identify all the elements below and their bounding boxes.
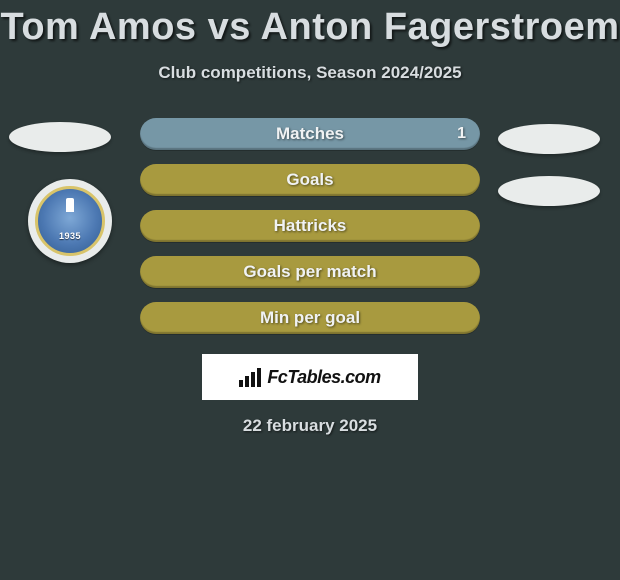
page-title: Tom Amos vs Anton Fagerstroem xyxy=(0,0,620,49)
stat-row-mpg: Min per goal xyxy=(0,302,620,334)
stat-label: Matches xyxy=(276,124,344,144)
stat-bar: Min per goal xyxy=(140,302,480,334)
bar-chart-icon xyxy=(239,367,261,387)
stat-row-hattricks: Hattricks xyxy=(0,210,620,242)
stat-row-goals: Goals xyxy=(0,164,620,196)
stats-container: Matches 1 Goals Hattricks Goals per matc… xyxy=(0,118,620,436)
stat-row-matches: Matches 1 xyxy=(0,118,620,150)
stat-label: Goals per match xyxy=(243,262,376,282)
stat-bar: Goals per match xyxy=(140,256,480,288)
fctables-logo-box[interactable]: FcTables.com xyxy=(202,354,418,400)
page-subtitle: Club competitions, Season 2024/2025 xyxy=(0,63,620,83)
stat-row-gpm: Goals per match xyxy=(0,256,620,288)
stat-bar: Hattricks xyxy=(140,210,480,242)
logo-text: FcTables.com xyxy=(267,367,380,388)
stat-bar: Goals xyxy=(140,164,480,196)
stat-label: Min per goal xyxy=(260,308,360,328)
stat-value-right: 1 xyxy=(457,125,466,143)
stat-bar: Matches 1 xyxy=(140,118,480,150)
stat-label: Hattricks xyxy=(274,216,347,236)
stat-label: Goals xyxy=(286,170,333,190)
footer-date: 22 february 2025 xyxy=(243,416,377,436)
